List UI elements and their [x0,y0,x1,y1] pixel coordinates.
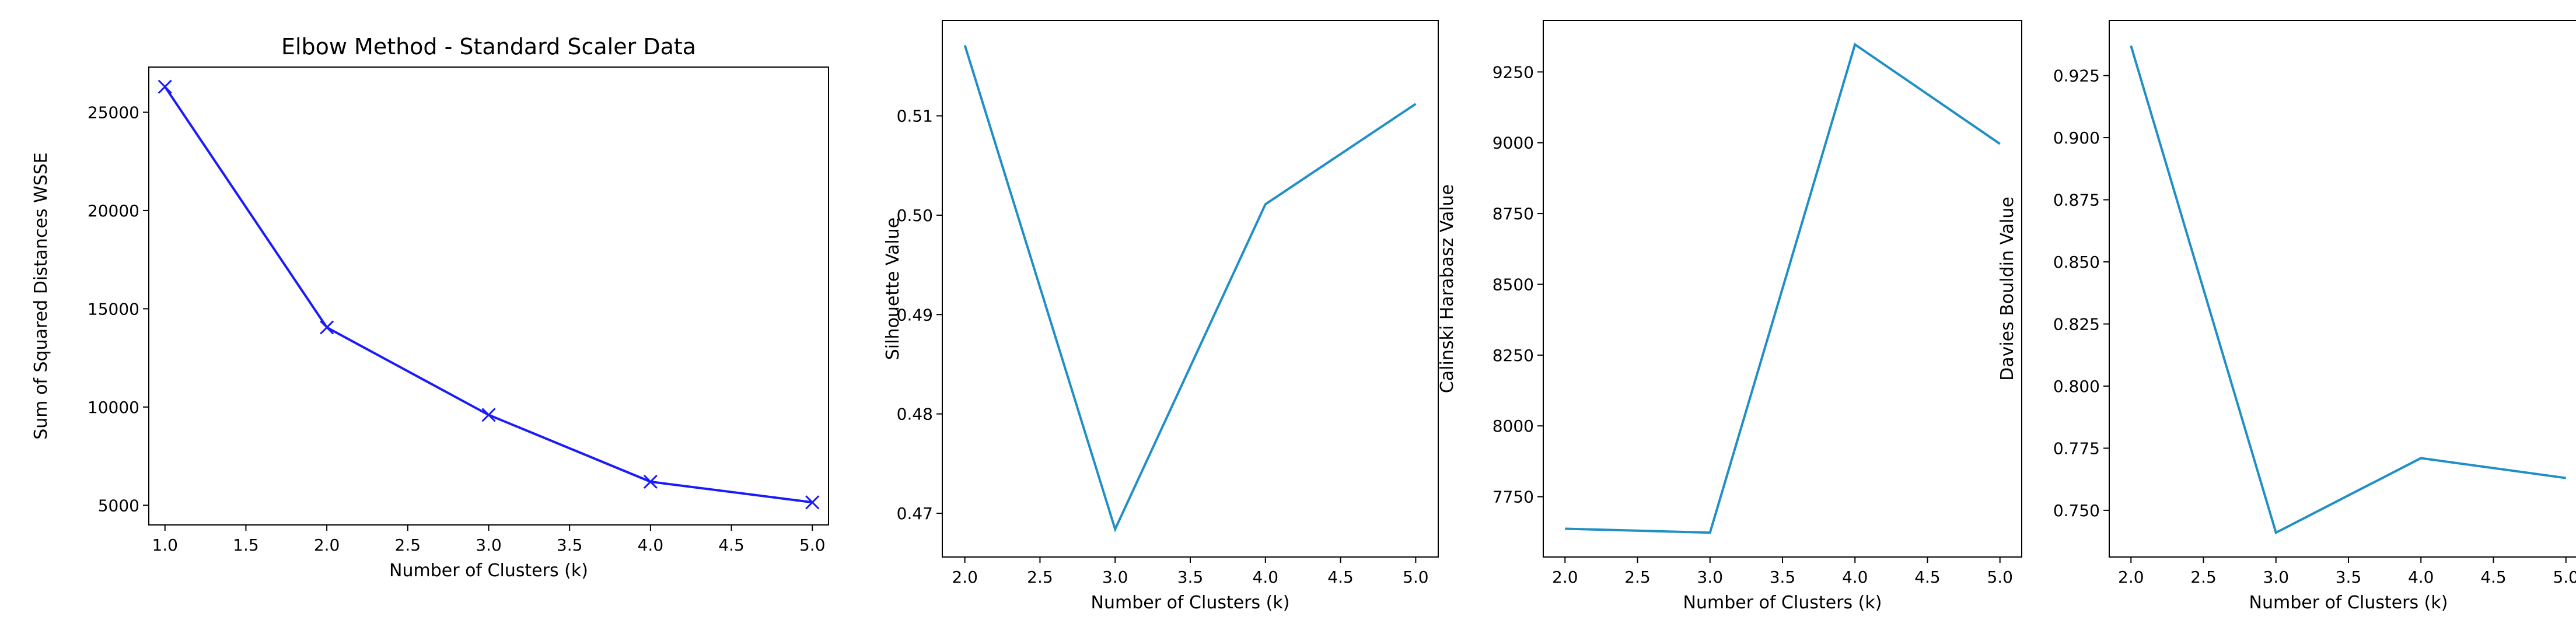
y-tick-label: 20000 [88,201,139,220]
data-point-marker [481,408,496,422]
x-axis-label: Number of Clusters (k) [2249,593,2448,613]
y-tick-label: 7750 [1493,488,1534,507]
x-tick-label: 4.5 [1914,568,1941,587]
y-tick-label: 8750 [1493,204,1534,223]
data-point [320,320,334,335]
y-axis-label: Sum of Squared Distances WSSE [31,152,51,440]
x-tick-label: 4.0 [1842,568,1868,587]
x-tick-label: 4.0 [638,535,664,555]
y-tick-label: 0.850 [2053,253,2100,272]
x-tick-label: 4.5 [2480,568,2507,587]
x-tick-label: 3.0 [1697,568,1723,587]
y-tick-label: 0.51 [897,107,933,126]
y-tick-label: 8250 [1493,346,1534,365]
x-tick-label: 5.0 [1403,568,1429,587]
y-tick-label: 8000 [1493,416,1534,436]
y-tick-label: 9250 [1493,62,1534,82]
series-line [963,44,1417,533]
y-tick-label: 25000 [88,103,139,122]
y-tick-label: 0.50 [897,206,933,225]
x-tick-label: 4.5 [1327,568,1354,587]
y-tick-label: 0.48 [897,405,933,424]
x-axis-label: Number of Clusters (k) [1683,593,1882,613]
x-tick-label: 2.5 [2190,568,2217,587]
x-tick-label: 4.0 [1253,568,1279,587]
y-tick-label: 0.49 [897,305,933,324]
y-axis-label: Silhouette Value [883,218,903,360]
x-tick-label: 3.5 [2336,568,2362,587]
chart-panel-3: 2.0 2.5 3.0 3.5 4.0 4.5 5.0 7750 8000 8250 8500 875… [1437,20,2022,613]
x-tick-label: 2.0 [1552,568,1578,587]
y-tick-label: 0.47 [897,504,933,523]
x-axis-label: Number of Clusters (k) [1091,593,1290,613]
plot-frame [2109,20,2576,558]
x-tick-label: 2.5 [1624,568,1651,587]
y-tick-label: 10000 [88,398,139,417]
data-point [481,408,496,422]
chart-panel-1: 1.0 1.5 2.0 2.5 3.0 3.5 4.0 4.5 5.0 5000 10000 1500… [31,34,829,581]
data-point [643,474,658,489]
data-point-marker [158,79,172,94]
x-tick-label: 3.0 [476,535,502,555]
y-tick-label: 0.900 [2053,128,2100,148]
chart-panel-4: 2.0 2.5 3.0 3.5 4.0 4.5 5.0 0.750 0.775 0.800 0.82… [1997,20,2576,613]
y-axis-label: Davies Bouldin Value [1997,197,2018,381]
data-point [158,79,172,94]
data-point-marker [643,474,658,489]
x-tick-label: 4.0 [2408,568,2434,587]
x-tick-label: 3.5 [557,535,583,555]
y-tick-label: 0.925 [2053,66,2100,86]
x-tick-label: 3.5 [1770,568,1796,587]
y-tick-label: 15000 [88,299,139,318]
series-line [164,86,813,504]
x-tick-label: 3.0 [2263,568,2289,587]
plot-frame [1543,20,2022,558]
x-tick-label: 4.5 [718,535,745,555]
data-point [805,495,820,510]
y-tick-label: 0.825 [2053,314,2100,334]
x-tick-label: 1.5 [233,535,259,555]
x-tick-label: 5.0 [2553,568,2576,587]
x-tick-label: 5.0 [799,535,826,555]
x-tick-label: 2.0 [314,535,340,555]
x-axis-label: Number of Clusters (k) [389,561,588,581]
series-line [2130,45,2566,535]
y-tick-label: 0.800 [2053,377,2100,396]
plot-frame [148,66,829,526]
x-tick-label: 2.5 [395,535,421,555]
y-tick-label: 0.875 [2053,191,2100,210]
chart-title: Elbow Method - Standard Scaler Data [281,34,696,59]
x-tick-label: 2.0 [2118,568,2144,587]
y-axis-label: Calinski Harabasz Value [1437,184,1457,393]
data-point-marker [805,495,820,510]
y-tick-label: 9000 [1493,134,1534,153]
series-line [1565,43,2001,534]
x-tick-label: 3.0 [1102,568,1128,587]
y-tick-label: 0.775 [2053,439,2100,458]
y-tick-label: 8500 [1493,275,1534,294]
plot-frame [942,20,1439,558]
x-tick-label: 5.0 [1987,568,2013,587]
chart-panel-2: 2.0 2.5 3.0 3.5 4.0 4.5 5.0 0.47 0.48 0.49 0.50 0.5… [883,20,1439,613]
x-tick-label: 2.0 [952,568,978,587]
x-tick-label: 2.5 [1027,568,1053,587]
data-point-marker [320,320,334,335]
y-tick-label: 0.750 [2053,501,2100,520]
x-tick-label: 1.0 [152,535,178,555]
y-tick-label: 5000 [98,496,139,515]
x-tick-label: 3.5 [1177,568,1204,587]
